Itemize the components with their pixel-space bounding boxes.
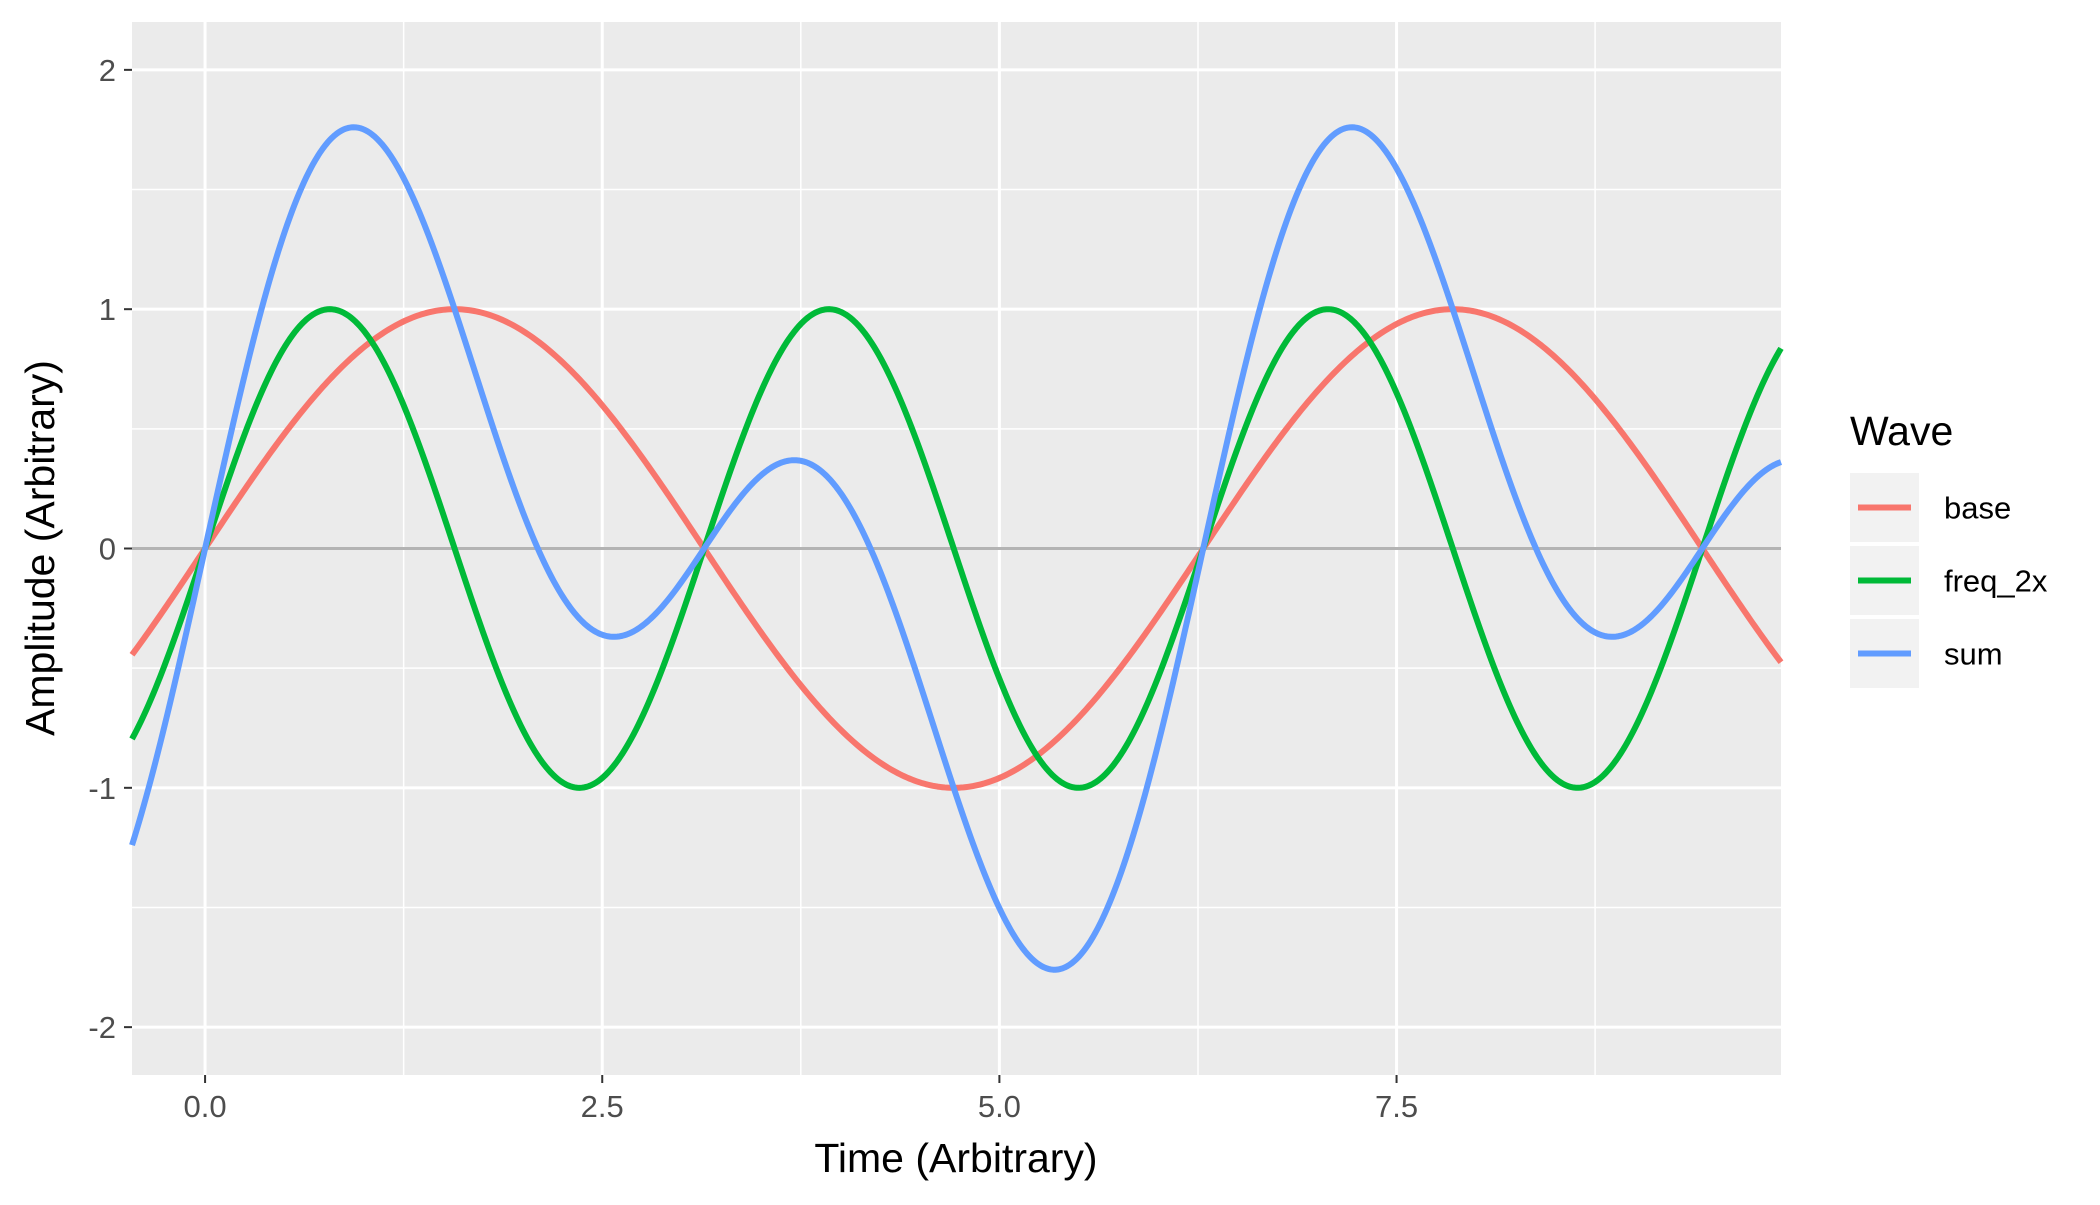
x-axis: 0.0 2.5 5.0 7.5 [184, 1075, 1418, 1124]
series-lines [129, 124, 1784, 973]
x-tick-label: 7.5 [1375, 1089, 1418, 1124]
y-tick-label: 1 [99, 292, 116, 327]
y-axis-title: Amplitude (Arbitrary) [17, 360, 63, 736]
x-tick-label: 0.0 [184, 1089, 227, 1124]
legend-label-base: base [1944, 491, 2011, 526]
legend-label-freq-2x: freq_2x [1944, 564, 2048, 599]
y-tick-label: 0 [99, 532, 116, 567]
legend-label-sum: sum [1944, 637, 2003, 672]
y-tick-label: 2 [99, 53, 116, 88]
y-axis: -2 -1 0 1 2 [88, 53, 132, 1045]
legend-title: Wave [1850, 408, 1953, 454]
series-line-sum [129, 124, 1783, 973]
x-tick-label: 5.0 [978, 1089, 1021, 1124]
y-tick-label: -1 [88, 771, 116, 806]
x-axis-title: Time (Arbitrary) [814, 1135, 1097, 1181]
series-line-freq-2x [129, 306, 1784, 791]
y-tick-label: -2 [88, 1010, 116, 1045]
x-tick-label: 2.5 [581, 1089, 624, 1124]
